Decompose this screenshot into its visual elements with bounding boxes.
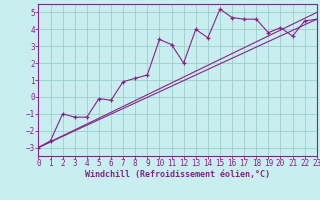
X-axis label: Windchill (Refroidissement éolien,°C): Windchill (Refroidissement éolien,°C) bbox=[85, 170, 270, 179]
